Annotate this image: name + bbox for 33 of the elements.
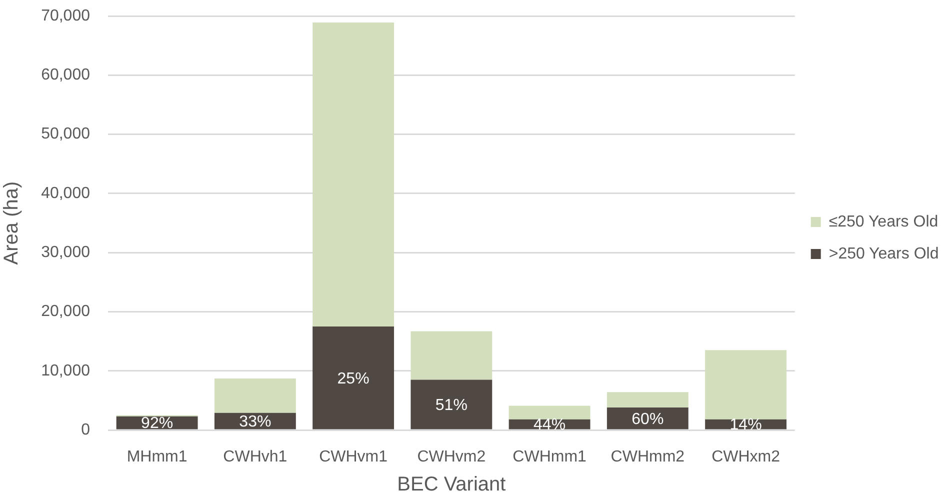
legend-label: ≤250 Years Old [828, 213, 938, 230]
annotation: 60% [632, 410, 664, 428]
bar [410, 380, 492, 430]
y-tick-label: 60,000 [41, 66, 90, 84]
y-axis-title: Area (ha) [0, 181, 23, 265]
y-tick-label: 40,000 [41, 184, 90, 202]
x-tick-label: CWHmm2 [610, 448, 685, 466]
annotation: 33% [239, 413, 272, 430]
bar [606, 392, 688, 408]
bar [508, 406, 590, 420]
x-axis-title: BEC Variant [397, 474, 506, 496]
y-tick-label: 30,000 [41, 244, 90, 261]
x-tick-label: CWHvm2 [417, 448, 486, 466]
x-tick-label: CWHmm1 [512, 448, 587, 466]
annotation: 92% [141, 415, 174, 432]
bar [214, 378, 296, 413]
y-tick-label: 0 [81, 421, 90, 438]
y-tick-label: 20,000 [41, 303, 90, 320]
bar [312, 326, 394, 430]
bar [312, 22, 394, 326]
legend-label: >250 Years Old [828, 245, 939, 262]
y-tick-label: 70,000 [41, 7, 90, 24]
bar [410, 331, 492, 380]
x-tick-label: CWHxm2 [712, 448, 780, 466]
annotation: 25% [337, 370, 370, 388]
annotation: 51% [435, 396, 468, 414]
y-tick-label: 10,000 [41, 362, 90, 380]
x-tick-label: CWHvh1 [223, 448, 288, 466]
y-tick-label: 50,000 [41, 126, 90, 143]
x-tick-label: CWHvm1 [319, 448, 388, 466]
x-tick-label: MHmm1 [126, 448, 188, 466]
bar [606, 408, 688, 430]
bar [705, 350, 787, 420]
